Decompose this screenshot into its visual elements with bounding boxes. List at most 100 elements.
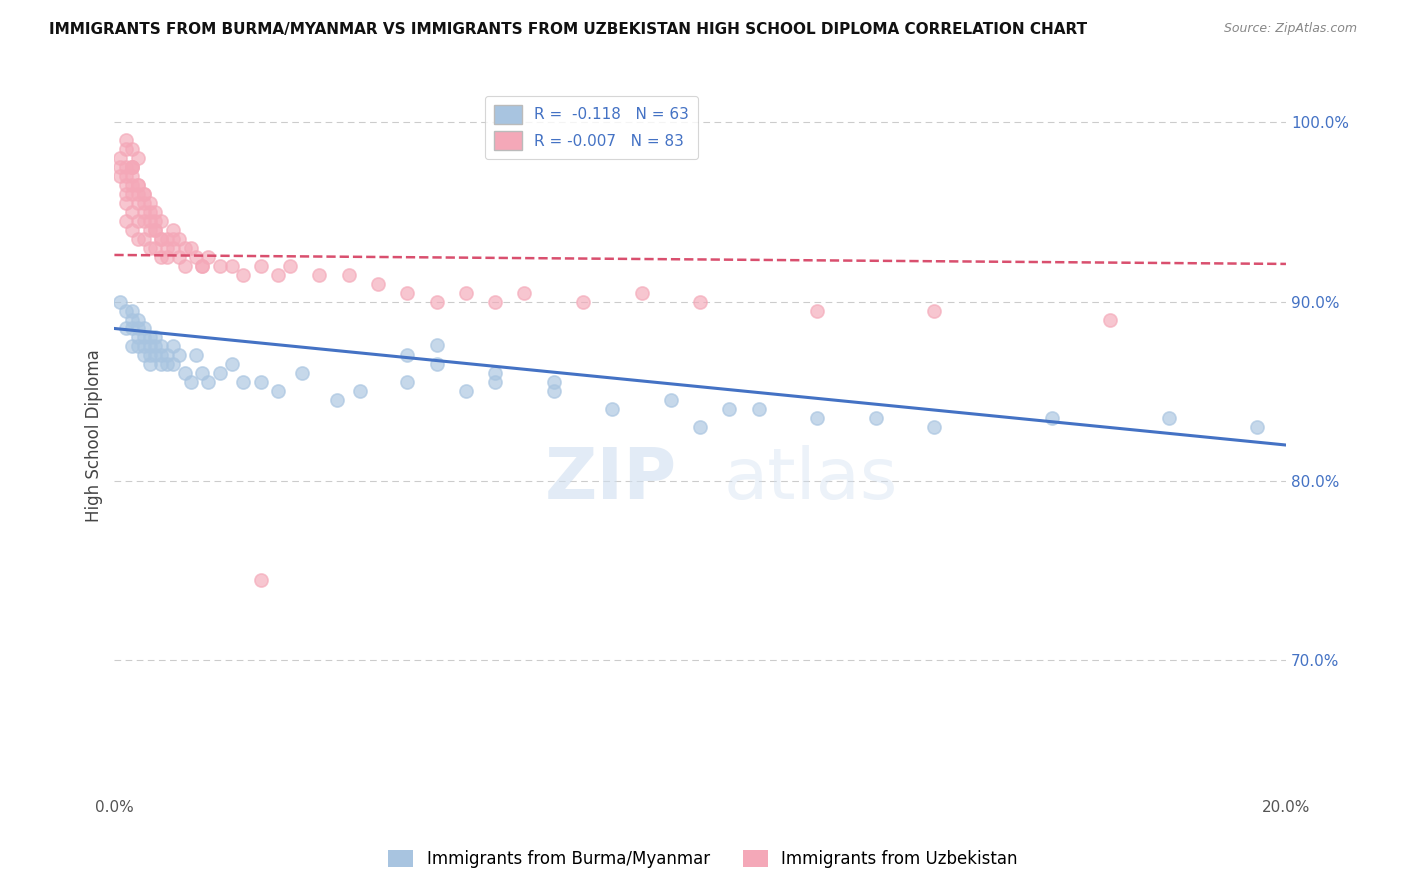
- Point: [806, 411, 828, 425]
- Point: [173, 241, 195, 255]
- Point: [602, 402, 624, 417]
- Point: [162, 339, 184, 353]
- Point: [162, 232, 184, 246]
- Point: [267, 268, 290, 282]
- Point: [267, 384, 290, 399]
- Point: [127, 312, 149, 326]
- Point: [689, 294, 711, 309]
- Point: [396, 285, 419, 300]
- Point: [426, 357, 449, 371]
- Point: [145, 330, 167, 344]
- Point: [208, 259, 231, 273]
- Point: [543, 384, 565, 399]
- Point: [127, 232, 149, 246]
- Point: [132, 205, 155, 219]
- Point: [138, 339, 160, 353]
- Point: [115, 303, 138, 318]
- Point: [156, 250, 179, 264]
- Point: [132, 186, 155, 201]
- Point: [191, 259, 214, 273]
- Point: [121, 205, 143, 219]
- Point: [197, 250, 219, 264]
- Point: [110, 294, 132, 309]
- Point: [924, 303, 946, 318]
- Legend: Immigrants from Burma/Myanmar, Immigrants from Uzbekistan: Immigrants from Burma/Myanmar, Immigrant…: [381, 843, 1025, 875]
- Point: [630, 285, 652, 300]
- Point: [337, 268, 360, 282]
- Y-axis label: High School Diploma: High School Diploma: [86, 350, 103, 523]
- Point: [718, 402, 741, 417]
- Point: [659, 393, 682, 408]
- Point: [278, 259, 301, 273]
- Point: [173, 367, 195, 381]
- Point: [115, 214, 138, 228]
- Point: [572, 294, 595, 309]
- Point: [110, 169, 132, 183]
- Point: [115, 178, 138, 192]
- Point: [121, 186, 143, 201]
- Legend: R =  -0.118   N = 63, R = -0.007   N = 83: R = -0.118 N = 63, R = -0.007 N = 83: [485, 95, 699, 159]
- Point: [180, 376, 202, 390]
- Point: [191, 367, 214, 381]
- Point: [250, 376, 273, 390]
- Point: [167, 232, 190, 246]
- Point: [396, 376, 419, 390]
- Point: [1246, 420, 1268, 434]
- Point: [127, 214, 149, 228]
- Point: [121, 169, 143, 183]
- Point: [121, 339, 143, 353]
- Point: [115, 169, 138, 183]
- Point: [156, 241, 179, 255]
- Point: [132, 330, 155, 344]
- Point: [121, 303, 143, 318]
- Point: [145, 223, 167, 237]
- Point: [162, 223, 184, 237]
- Point: [291, 367, 314, 381]
- Point: [115, 186, 138, 201]
- Point: [162, 241, 184, 255]
- Point: [156, 357, 179, 371]
- Point: [367, 277, 389, 291]
- Point: [115, 196, 138, 211]
- Point: [250, 573, 273, 587]
- Point: [127, 186, 149, 201]
- Point: [396, 348, 419, 362]
- Point: [138, 357, 160, 371]
- Point: [110, 160, 132, 174]
- Point: [121, 142, 143, 156]
- Point: [138, 196, 160, 211]
- Point: [748, 402, 770, 417]
- Point: [232, 268, 254, 282]
- Point: [150, 232, 173, 246]
- Point: [132, 214, 155, 228]
- Point: [121, 160, 143, 174]
- Point: [121, 160, 143, 174]
- Point: [865, 411, 887, 425]
- Point: [145, 348, 167, 362]
- Point: [115, 321, 138, 335]
- Point: [454, 384, 477, 399]
- Point: [454, 285, 477, 300]
- Point: [162, 357, 184, 371]
- Text: Source: ZipAtlas.com: Source: ZipAtlas.com: [1223, 22, 1357, 36]
- Point: [221, 259, 243, 273]
- Text: ZIP: ZIP: [544, 444, 676, 514]
- Point: [156, 232, 179, 246]
- Point: [145, 241, 167, 255]
- Point: [127, 178, 149, 192]
- Point: [326, 393, 349, 408]
- Point: [121, 178, 143, 192]
- Point: [145, 339, 167, 353]
- Point: [121, 321, 143, 335]
- Point: [115, 133, 138, 147]
- Point: [127, 330, 149, 344]
- Point: [127, 339, 149, 353]
- Point: [110, 151, 132, 165]
- Point: [127, 196, 149, 211]
- Point: [191, 259, 214, 273]
- Point: [132, 196, 155, 211]
- Point: [173, 259, 195, 273]
- Point: [426, 337, 449, 351]
- Point: [1099, 312, 1122, 326]
- Point: [138, 241, 160, 255]
